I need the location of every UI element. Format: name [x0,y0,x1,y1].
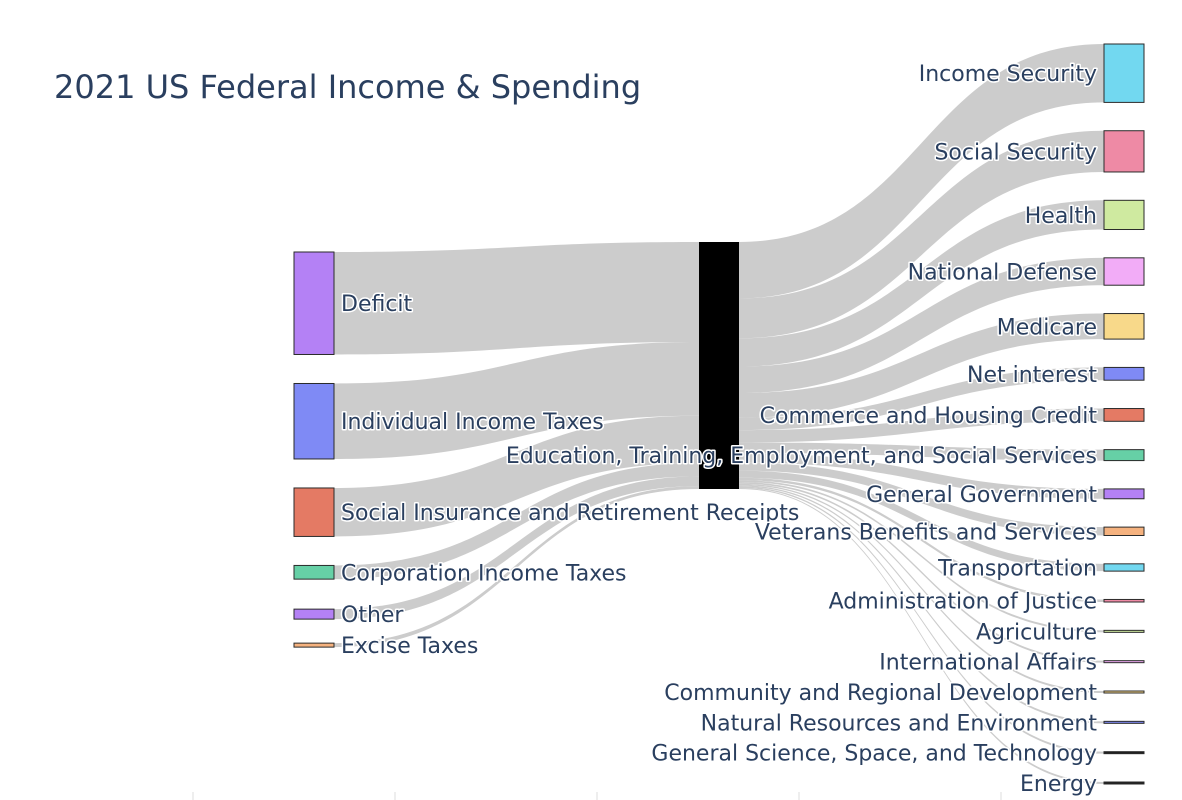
node-center[interactable] [699,242,739,489]
link-income-security[interactable] [739,44,1104,299]
node-corporation-income-taxes[interactable] [293,564,335,580]
link-natural-resources-and-environment[interactable] [739,485,1104,724]
label-transportation: Transportation [937,556,1097,581]
node-administration-of-justice[interactable] [1103,598,1145,603]
node-energy[interactable] [1103,781,1145,785]
label-health: Health [1025,204,1097,229]
node-other[interactable] [293,608,335,620]
label-income-security: Income Security [919,62,1097,87]
label-deficit: Deficit [341,292,413,317]
label-corporation-income-taxes: Corporation Income Taxes [341,561,627,586]
node-national-defense[interactable] [1103,257,1145,286]
node-medicare[interactable] [1103,313,1145,340]
link-other[interactable] [334,476,699,620]
link-commerce-and-housing-credit[interactable] [739,408,1104,443]
link-medicare[interactable] [739,313,1104,418]
node-health[interactable] [1103,199,1145,231]
label-general-government: General Government [866,483,1097,508]
label-community-and-regional-development: Community and Regional Development [664,681,1097,706]
link-deficit[interactable] [334,242,699,355]
label-medicare: Medicare [997,315,1097,340]
label-administration-of-justice: Administration of Justice [829,590,1097,615]
label-energy: Energy [1020,772,1097,797]
link-national-defense[interactable] [739,257,1104,394]
link-net-interest[interactable] [739,367,1104,431]
node-transportation[interactable] [1103,563,1145,572]
label-net-interest: Net interest [967,363,1097,388]
node-deficit[interactable] [293,251,335,355]
label-social-insurance-and-retirement-receipts: Social Insurance and Retirement Receipts [341,501,799,526]
node-social-security[interactable] [1103,130,1145,173]
link-energy[interactable] [739,487,1104,784]
label-social-security: Social Security [934,140,1097,165]
link-health[interactable] [739,200,1104,367]
node-social-insurance-and-retirement-receipts[interactable] [293,487,335,537]
node-net-interest[interactable] [1103,366,1145,381]
link-veterans-benefits-and-services[interactable] [739,462,1104,536]
label-individual-income-taxes: Individual Income Taxes [341,410,604,435]
label-natural-resources-and-environment: Natural Resources and Environment [701,711,1098,736]
link-general-science-space-and-technology[interactable] [739,486,1104,754]
label-excise-taxes: Excise Taxes [341,634,478,659]
node-community-and-regional-development[interactable] [1103,690,1145,694]
node-income-security[interactable] [1103,43,1145,103]
link-agriculture[interactable] [739,480,1104,633]
link-excise-taxes[interactable] [334,486,699,648]
label-agriculture: Agriculture [976,620,1097,645]
label-education-training-employment-and-social-services: Education, Training, Employment, and Soc… [506,444,1097,469]
label-commerce-and-housing-credit: Commerce and Housing Credit [760,404,1098,429]
link-education-training-employment-and-social-services[interactable] [739,442,1104,461]
node-individual-income-taxes[interactable] [293,382,335,460]
label-other: Other [341,603,404,628]
node-excise-taxes[interactable] [293,642,335,648]
link-international-affairs[interactable] [739,481,1104,663]
node-education-training-employment-and-social-services[interactable] [1103,449,1145,462]
link-social-security[interactable] [739,130,1104,339]
node-commerce-and-housing-credit[interactable] [1103,408,1145,422]
label-general-science-space-and-technology: General Science, Space, and Technology [651,742,1097,767]
node-veterans-benefits-and-services[interactable] [1103,526,1145,536]
label-international-affairs: International Affairs [879,651,1097,676]
node-natural-resources-and-environment[interactable] [1103,720,1145,724]
label-veterans-benefits-and-services: Veterans Benefits and Services [755,520,1097,545]
node-general-government[interactable] [1103,488,1145,500]
link-community-and-regional-development[interactable] [739,483,1104,694]
link-individual-income-taxes[interactable] [334,342,699,459]
label-national-defense: National Defense [908,261,1097,286]
link-administration-of-justice[interactable] [739,477,1104,603]
node-agriculture[interactable] [1103,629,1145,633]
link-social-insurance-and-retirement-receipts[interactable] [334,415,699,537]
link-transportation[interactable] [739,470,1104,572]
node-international-affairs[interactable] [1103,660,1145,664]
link-general-government[interactable] [739,453,1104,499]
chart-title: 2021 US Federal Income & Spending [54,68,641,106]
node-general-science-space-and-technology[interactable] [1103,751,1145,755]
link-corporation-income-taxes[interactable] [334,463,699,580]
